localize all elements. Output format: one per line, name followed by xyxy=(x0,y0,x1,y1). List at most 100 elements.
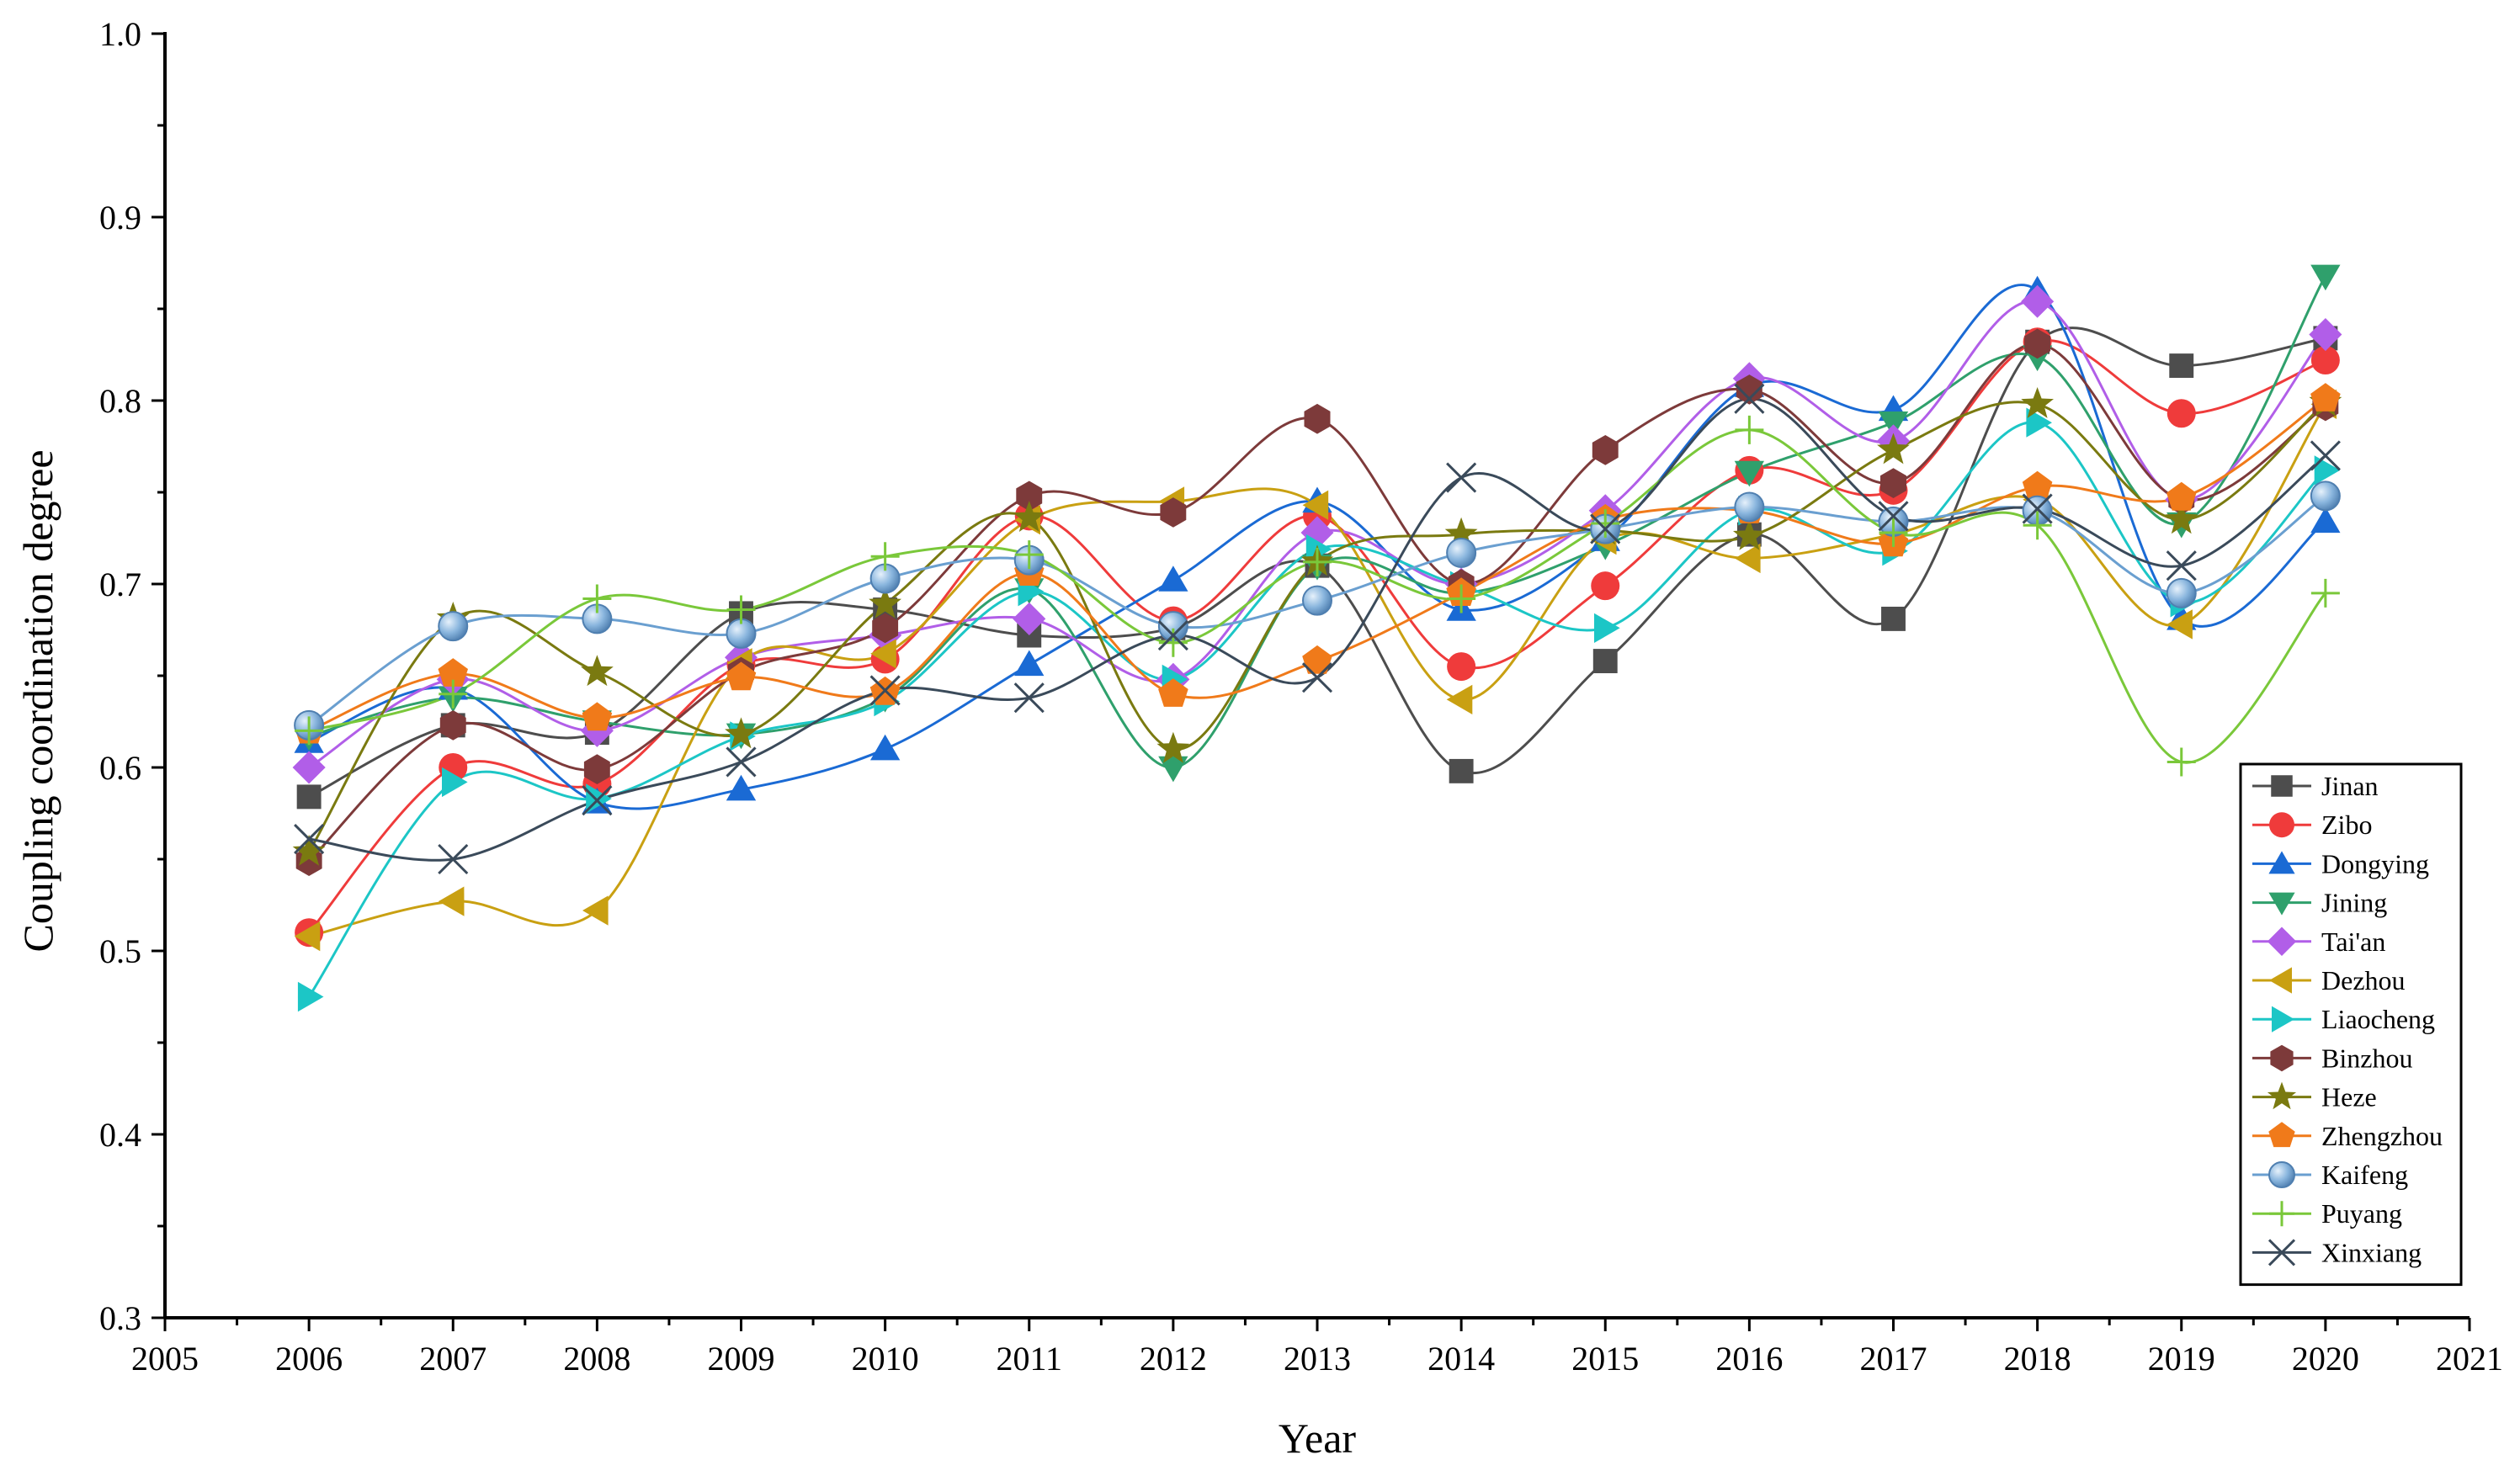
legend-swatch-marker xyxy=(2268,1161,2295,1188)
series-line-puyang xyxy=(308,428,2327,764)
data-point xyxy=(582,584,612,613)
legend-item: Puyang xyxy=(2252,1198,2402,1229)
legend-item: Zibo xyxy=(2252,810,2372,840)
data-point xyxy=(442,767,468,798)
y-axis-title: Coupling coordination degree xyxy=(14,449,61,952)
data-point xyxy=(872,613,899,644)
x-tick-label: 2013 xyxy=(1284,1340,1351,1378)
data-point xyxy=(1878,501,1909,532)
data-point xyxy=(438,611,469,642)
data-point xyxy=(297,981,324,1012)
legend-swatch-marker xyxy=(2271,775,2293,797)
legend-label: Binzhou xyxy=(2321,1043,2412,1073)
data-point xyxy=(1447,584,1476,613)
data-point xyxy=(2165,502,2198,534)
data-point xyxy=(1449,758,1474,783)
data-point xyxy=(2310,480,2341,512)
legend-swatch-marker xyxy=(2270,1044,2294,1072)
series-line-binzhou xyxy=(308,342,2326,863)
x-tick-label: 2010 xyxy=(852,1340,919,1378)
x-tick-label: 2016 xyxy=(1715,1340,1783,1378)
data-point xyxy=(2314,455,2341,486)
legend-item: Binzhou xyxy=(2252,1043,2412,1073)
data-point xyxy=(726,746,757,778)
series-points-binzhou xyxy=(295,328,2339,876)
data-point xyxy=(1160,497,1187,528)
data-point xyxy=(1733,518,1766,550)
legend-item: Jining xyxy=(2252,888,2387,918)
data-point xyxy=(1013,602,1046,635)
data-point xyxy=(870,542,900,571)
data-point xyxy=(294,921,321,952)
data-point xyxy=(2310,440,2341,471)
y-tick-label: 0.7 xyxy=(99,565,141,603)
legend-label: Zibo xyxy=(2321,810,2372,840)
data-point xyxy=(1158,565,1188,592)
legend-item: Dongying xyxy=(2252,848,2429,879)
legend-swatch-marker xyxy=(2272,1006,2294,1033)
data-point xyxy=(1446,537,1477,568)
legend-label: Heze xyxy=(2321,1082,2377,1112)
legend-label: Xinxiang xyxy=(2321,1237,2422,1267)
data-point xyxy=(1734,383,1765,414)
data-point xyxy=(582,702,613,731)
x-tick-label: 2008 xyxy=(563,1340,630,1378)
data-point xyxy=(1594,613,1620,643)
x-axis-title: Year xyxy=(1279,1415,1356,1462)
data-point xyxy=(726,774,757,801)
data-point xyxy=(1446,684,1473,714)
data-point xyxy=(1592,435,1619,465)
x-tick-label: 2019 xyxy=(2148,1340,2215,1378)
series-markers xyxy=(292,264,2342,1012)
data-point xyxy=(1590,513,1621,544)
series-points-xinxiang xyxy=(294,383,2341,875)
legend-label: Dongying xyxy=(2321,848,2429,879)
data-point xyxy=(1736,374,1762,405)
data-point xyxy=(1877,433,1910,465)
data-point xyxy=(1591,571,1620,601)
data-point xyxy=(1304,403,1331,434)
data-point xyxy=(1014,540,1044,570)
data-point xyxy=(2166,747,2196,777)
data-point xyxy=(1158,756,1188,783)
legend-item: Kaifeng xyxy=(2252,1160,2408,1190)
data-point xyxy=(1446,462,1477,493)
data-point xyxy=(2021,284,2055,318)
legend-item: Liaocheng xyxy=(2252,1004,2435,1034)
data-point xyxy=(2310,264,2341,291)
data-point xyxy=(2309,318,2342,352)
data-point xyxy=(1734,460,1764,487)
data-point xyxy=(2166,577,2197,608)
legend-label: Dezhou xyxy=(2321,965,2406,996)
data-point xyxy=(870,639,896,669)
data-point xyxy=(1879,518,1908,547)
data-point xyxy=(2022,493,2053,524)
legend-item: Xinxiang xyxy=(2252,1237,2422,1267)
data-point xyxy=(1013,501,1046,532)
data-point xyxy=(870,734,901,761)
data-point xyxy=(2310,507,2341,534)
y-tick-label: 1.0 xyxy=(99,15,141,53)
series-line-jinan xyxy=(308,327,2326,799)
data-point xyxy=(1303,547,1332,576)
x-tick-label: 2014 xyxy=(1427,1340,1495,1378)
data-point xyxy=(438,843,469,875)
legend-item: Dezhou xyxy=(2252,965,2406,996)
x-tick-label: 2020 xyxy=(2292,1340,2359,1378)
data-point xyxy=(725,717,758,749)
data-point xyxy=(295,716,324,746)
data-point xyxy=(2023,511,2052,540)
x-tick-label: 2012 xyxy=(1140,1340,1207,1378)
x-tick-label: 2011 xyxy=(996,1340,1062,1378)
legend-swatch-marker xyxy=(2268,851,2295,874)
x-tick-label: 2005 xyxy=(131,1340,199,1378)
data-point xyxy=(439,679,468,709)
legend-label: Jinan xyxy=(2321,771,2379,801)
series-line-heze xyxy=(307,401,2326,853)
data-point xyxy=(581,655,614,687)
data-point xyxy=(1880,468,1906,498)
y-tick-label: 0.4 xyxy=(99,1116,141,1154)
data-point xyxy=(1158,678,1188,707)
legend-label: Jining xyxy=(2321,888,2387,918)
